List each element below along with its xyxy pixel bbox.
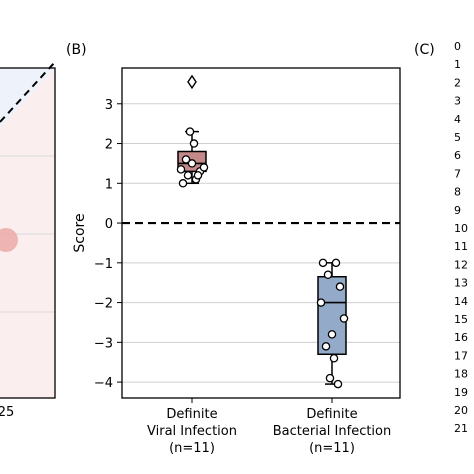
panel-a-diagonal	[0, 61, 56, 123]
x-tick-label: Definite	[166, 407, 217, 422]
panel-a-marker	[0, 228, 18, 252]
panel-a-frame	[0, 67, 56, 399]
x-tick-label: Viral Infection	[147, 424, 237, 439]
row-label: 13	[454, 277, 468, 290]
panel-a-bg-lower	[0, 68, 55, 398]
x-tick-label: (n=11)	[169, 441, 215, 456]
row-label: 3	[454, 95, 461, 108]
y-tick-label: −1	[94, 257, 113, 272]
data-point	[189, 139, 199, 148]
data-point	[178, 179, 188, 188]
row-label: 0	[454, 40, 461, 53]
panel-a-xtick-label: 25	[0, 405, 14, 420]
y-tick-label: 3	[105, 98, 113, 113]
data-point	[316, 298, 326, 307]
row-label: 16	[454, 331, 468, 344]
data-point	[323, 270, 333, 279]
row-label: 1	[454, 58, 461, 71]
data-point	[181, 155, 191, 164]
data-point	[187, 159, 197, 168]
row-label: 5	[454, 131, 461, 144]
x-tick-label: Definite	[306, 407, 357, 422]
panel-c-label: (C)	[414, 42, 435, 58]
row-label: 18	[454, 368, 468, 381]
box-group	[316, 258, 349, 389]
row-label: 7	[454, 167, 461, 180]
row-label: 9	[454, 204, 461, 217]
y-tick-label: −3	[94, 336, 113, 351]
y-axis-label: Score	[72, 213, 88, 252]
row-label: 2	[454, 76, 461, 89]
data-point	[183, 171, 193, 180]
data-point	[321, 342, 331, 351]
y-tick-label: −4	[94, 376, 113, 391]
row-label: 19	[454, 386, 468, 399]
x-tick-label: (n=11)	[309, 441, 355, 456]
plot-frame	[121, 67, 401, 399]
y-tick-label: 2	[105, 138, 113, 153]
row-label: 20	[454, 404, 468, 417]
x-tick-label: Bacterial Infection	[273, 424, 392, 439]
y-tick-label: 0	[105, 217, 113, 232]
data-point	[335, 282, 345, 291]
data-point	[199, 163, 209, 172]
y-tick-label: 1	[105, 177, 113, 192]
panel-b: 3 2 1 0 −1 −2 −3 −4 Score Definite Viral Infection…	[72, 67, 401, 456]
data-point	[331, 258, 341, 268]
row-label: 15	[454, 313, 468, 326]
data-point	[318, 258, 328, 268]
row-label: 14	[454, 295, 468, 308]
row-label: 11	[454, 240, 468, 253]
row-label: 21	[454, 422, 468, 435]
row-label: 12	[454, 258, 468, 271]
row-label: 4	[454, 113, 461, 126]
data-point	[327, 330, 337, 339]
row-label: 8	[454, 186, 461, 199]
panel-b-label: (B)	[66, 42, 87, 58]
data-point	[193, 171, 203, 180]
data-point	[339, 314, 349, 323]
box-group	[176, 74, 209, 188]
row-label: 10	[454, 222, 468, 235]
data-point	[333, 379, 343, 389]
data-point	[185, 127, 195, 136]
outlier-point	[187, 74, 197, 90]
row-label: 6	[454, 149, 461, 162]
data-point	[325, 373, 335, 383]
data-point	[329, 353, 339, 363]
panel-a: 25	[0, 61, 56, 420]
data-point	[176, 165, 186, 174]
y-tick-label: −2	[94, 297, 113, 312]
row-label: 17	[454, 349, 468, 362]
